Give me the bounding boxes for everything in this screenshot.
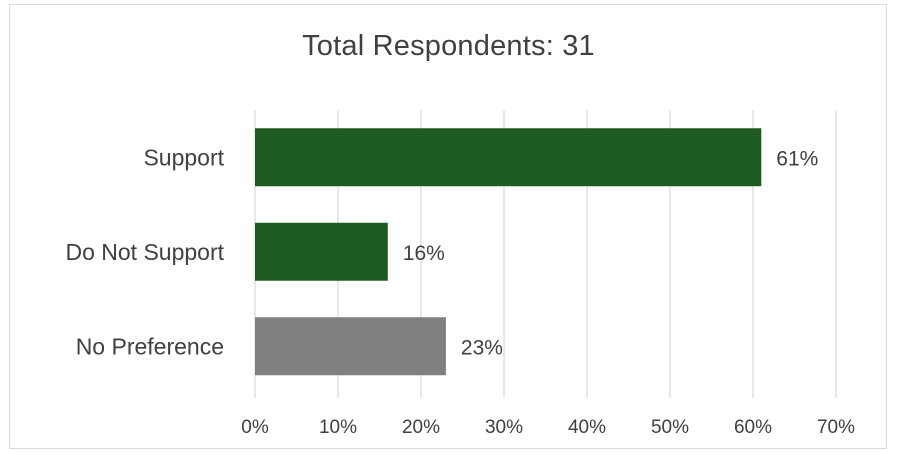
bar-support [255, 128, 762, 187]
data-label-no-preference: 23% [461, 336, 503, 359]
data-label-do-not-support: 16% [403, 242, 445, 265]
category-label-do-not-support: Do Not Support [65, 239, 224, 265]
x-tick-label-60: 60% [734, 417, 772, 438]
x-tick-label-20: 20% [402, 417, 440, 438]
x-tick-label-0: 0% [241, 417, 269, 438]
category-label-no-preference: No Preference [76, 333, 224, 359]
bar-no-preference [255, 317, 446, 376]
chart-frame [9, 4, 887, 449]
x-tick-label-40: 40% [568, 417, 606, 438]
bar-do-not-support [255, 222, 388, 281]
data-label-support: 61% [776, 147, 818, 170]
chart-title: Total Respondents: 31 [302, 30, 595, 62]
x-tick-label-50: 50% [651, 417, 689, 438]
x-tick-label-30: 30% [485, 417, 523, 438]
x-tick-label-10: 10% [319, 417, 357, 438]
x-tick-label-70: 70% [817, 417, 855, 438]
category-label-support: Support [143, 144, 224, 170]
